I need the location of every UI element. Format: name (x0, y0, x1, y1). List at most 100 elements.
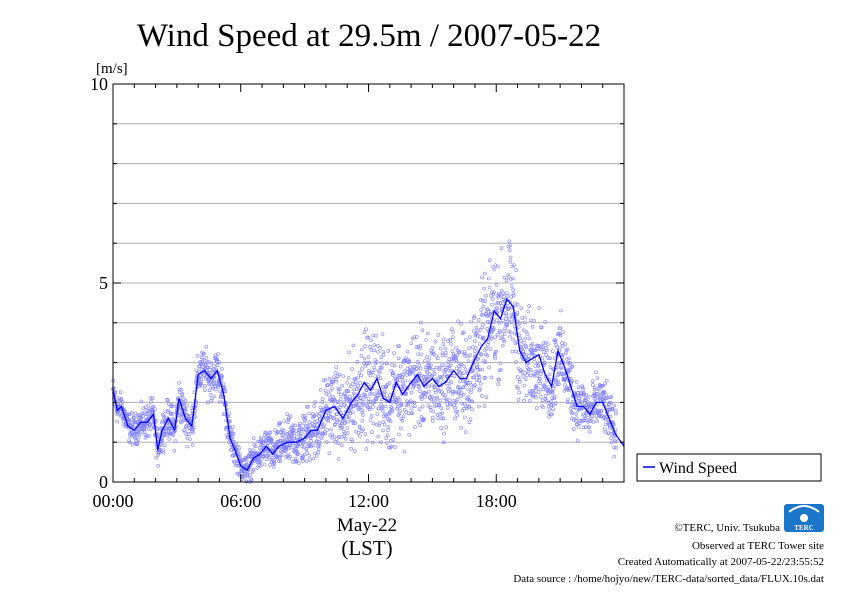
data-point (443, 393, 448, 398)
data-point (402, 449, 407, 454)
data-point (420, 404, 425, 409)
data-point (462, 401, 467, 406)
data-point (477, 404, 481, 409)
data-point (516, 319, 520, 324)
data-point (507, 248, 512, 252)
data-point (505, 294, 510, 298)
data-point (456, 319, 461, 324)
data-point (280, 434, 285, 438)
data-point (137, 433, 142, 438)
data-point (291, 423, 295, 428)
data-point (549, 399, 553, 404)
data-point (547, 414, 552, 419)
data-point (467, 404, 472, 409)
data-point (268, 430, 273, 435)
data-point (430, 373, 435, 378)
data-point (508, 334, 512, 339)
data-point (321, 378, 326, 383)
data-point (390, 363, 395, 368)
data-point (388, 419, 393, 424)
data-point (488, 334, 493, 339)
data-point (531, 393, 535, 397)
data-point (348, 411, 353, 415)
data-point (479, 313, 484, 317)
data-point (361, 397, 366, 402)
data-point (405, 367, 410, 371)
data-point (371, 421, 376, 426)
data-point (330, 432, 335, 437)
data-point (453, 354, 458, 359)
data-point (463, 367, 468, 372)
data-point (511, 291, 516, 296)
data-point (429, 383, 434, 388)
data-point (595, 419, 600, 423)
data-point (530, 342, 535, 347)
data-point (553, 339, 558, 344)
data-point (407, 432, 412, 437)
data-point (285, 412, 290, 417)
data-point (323, 388, 328, 393)
data-point (210, 384, 215, 389)
y-tick-label: 5 (99, 273, 108, 293)
data-point (474, 372, 479, 377)
data-point (416, 420, 421, 424)
data-point (167, 402, 171, 406)
data-point (446, 360, 451, 365)
data-point (504, 313, 509, 318)
data-point (568, 406, 573, 411)
data-point (462, 351, 467, 356)
data-point (347, 398, 352, 403)
data-point (469, 319, 473, 324)
data-point (468, 417, 473, 422)
data-point (603, 417, 608, 421)
data-point (212, 382, 216, 386)
data-point (554, 379, 559, 383)
data-point (320, 433, 325, 438)
data-point (376, 349, 380, 354)
data-point (170, 404, 174, 409)
data-point (574, 412, 579, 416)
data-point (363, 394, 368, 399)
data-point (522, 320, 527, 325)
data-point (331, 399, 336, 404)
data-point (303, 424, 308, 429)
data-point (562, 378, 567, 383)
data-point (218, 399, 222, 404)
data-point (309, 439, 314, 443)
data-point (337, 372, 342, 377)
data-point (508, 255, 513, 260)
data-point (370, 401, 375, 406)
data-point (565, 400, 570, 405)
data-point (543, 385, 547, 389)
data-point (335, 412, 339, 416)
data-point (474, 378, 479, 383)
data-point (360, 408, 365, 413)
data-point (609, 440, 614, 445)
data-point (381, 353, 386, 357)
data-point (431, 352, 436, 356)
data-point (495, 318, 499, 322)
data-point (417, 385, 421, 389)
data-point (479, 394, 484, 398)
footer-observed: Observed at TERC Tower site (692, 540, 824, 552)
data-point (551, 407, 555, 412)
data-point (377, 421, 382, 425)
data-point (482, 404, 487, 408)
data-point (415, 360, 420, 364)
data-point (328, 414, 333, 419)
data-point (328, 433, 333, 438)
data-point (475, 357, 480, 362)
data-point (479, 352, 484, 357)
data-point (366, 355, 371, 359)
data-point (452, 403, 456, 408)
data-point (390, 371, 395, 376)
data-point (366, 397, 371, 401)
data-point (606, 407, 610, 412)
data-point (438, 412, 443, 416)
data-point (398, 408, 402, 413)
data-point (581, 425, 586, 430)
data-point (304, 459, 309, 463)
data-point (454, 359, 459, 364)
data-point (496, 300, 500, 305)
data-point (613, 439, 618, 444)
